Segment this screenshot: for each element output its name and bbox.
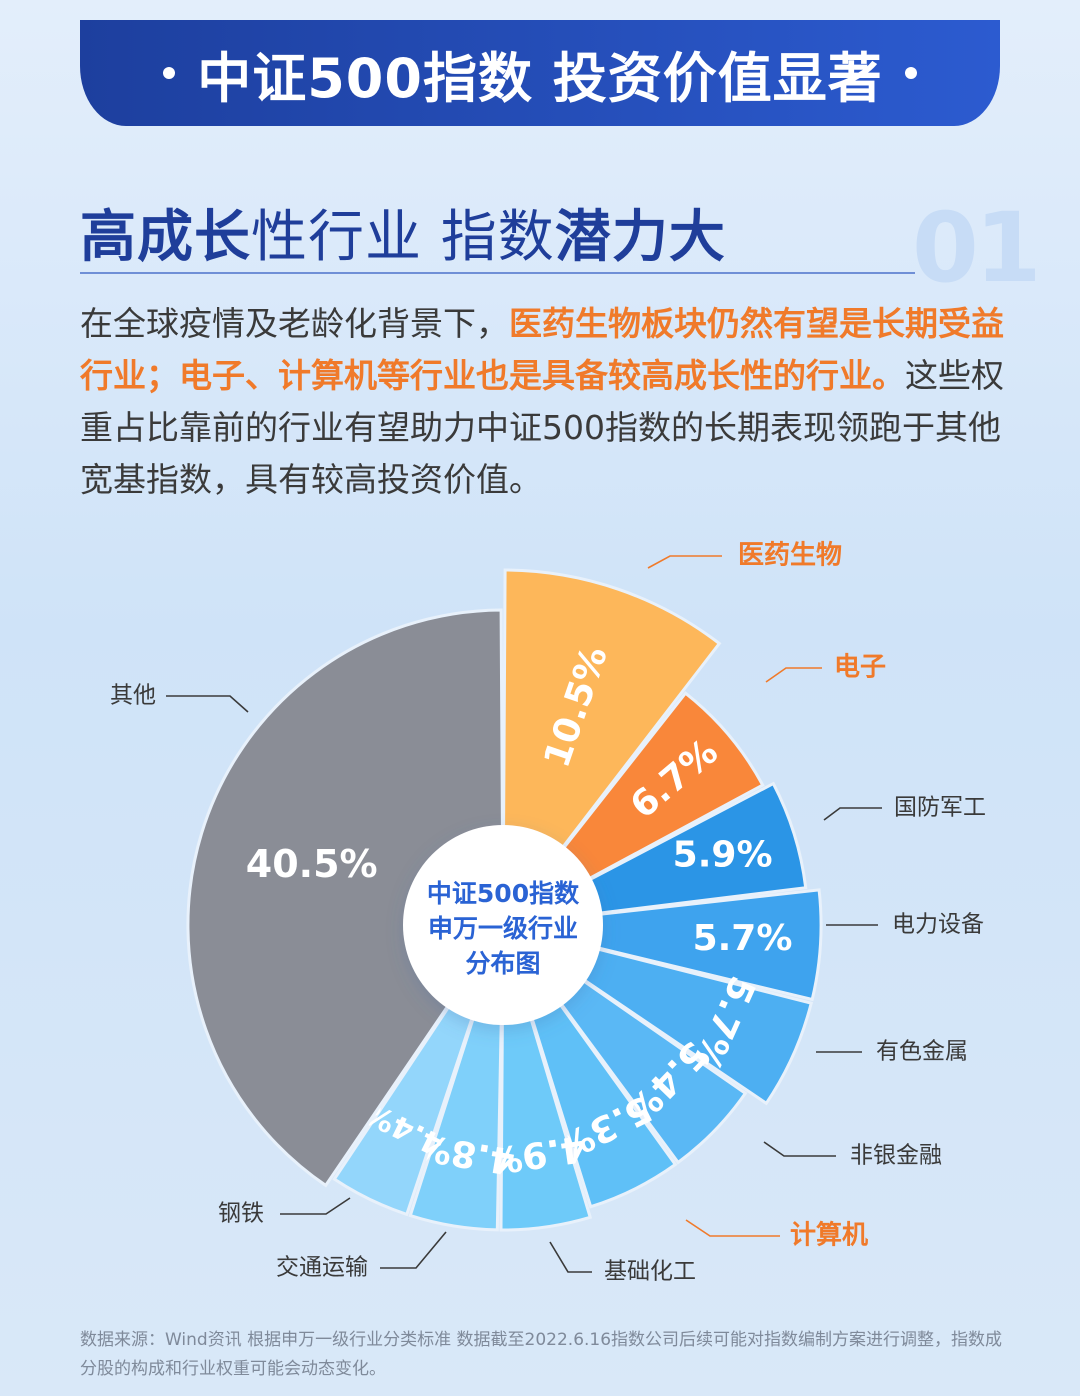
center-label-line-1: 中证500指数 <box>427 879 580 908</box>
bullet-dot-icon <box>904 67 917 79</box>
leader-line-1 <box>647 555 722 569</box>
leader-line-3 <box>823 807 882 821</box>
section-subtitle: 高成长性行业 指数潜力大 <box>80 192 726 273</box>
slice-value-label-4: 5.7% <box>693 918 793 959</box>
category-label-9: 交通运输 <box>276 1255 368 1281</box>
paragraph-text-2: 这些权重占比靠前的行业有望助力中证500指数的长期表现领跑于其他宽基指数，具有较… <box>80 356 1004 499</box>
category-label-4: 电力设备 <box>892 912 984 938</box>
leader-line-10 <box>280 1197 351 1215</box>
bullet-dot-icon <box>163 67 176 79</box>
paragraph-highlight: 医药生物板块仍然有望是长期受益行业；电子、计算机等行业也是具备较高成长性的行业。 <box>80 304 1004 395</box>
category-label-5: 有色金属 <box>876 1039 968 1065</box>
category-label-3: 国防军工 <box>894 795 986 821</box>
pie-slice-11 <box>186 608 505 1188</box>
slice-value-label-3: 5.9% <box>673 835 773 876</box>
paragraph-text-1: 在全球疫情及老龄化背景下， <box>80 304 509 343</box>
subtitle-part-1: 高成长 <box>80 205 251 270</box>
section-number: 01 <box>912 192 1042 304</box>
title-banner: 中证500指数 投资价值显著 <box>80 20 1000 126</box>
center-label-line-2: 申万一级行业 <box>428 914 578 943</box>
center-label-line-3: 分布图 <box>465 949 540 978</box>
category-label-1: 医药生物 <box>738 541 842 571</box>
data-source-note: 数据来源：Wind资讯 根据申万一级行业分类标准 数据截至2022.6.16指数… <box>80 1330 1003 1379</box>
pie-slice-1 <box>501 568 722 930</box>
leader-line-2 <box>765 667 822 683</box>
intro-paragraph: 在全球疫情及老龄化背景下，医药生物板块仍然有望是长期受益行业；电子、计算机等行业… <box>80 298 1010 506</box>
pie-center-circle <box>403 825 603 1025</box>
subtitle-part-2: 性行业 指数 <box>251 205 555 270</box>
category-label-7: 计算机 <box>790 1220 868 1251</box>
category-label-8: 基础化工 <box>604 1259 696 1285</box>
leader-line-9 <box>380 1231 447 1269</box>
category-label-2: 电子 <box>834 653 886 683</box>
banner-title: 中证500指数 投资价值显著 <box>197 46 883 110</box>
slice-value-label-11: 40.5% <box>246 842 378 886</box>
subtitle-part-3: 潜力大 <box>554 205 726 270</box>
category-label-6: 非银金融 <box>850 1143 942 1169</box>
leader-line-8 <box>549 1241 592 1273</box>
subtitle-divider <box>80 272 915 274</box>
leader-line-7 <box>685 1219 780 1237</box>
category-label-11: 其他 <box>110 683 156 709</box>
category-label-10: 钢铁 <box>218 1201 264 1227</box>
leader-line-6 <box>763 1141 836 1157</box>
leader-line-11 <box>166 695 249 713</box>
